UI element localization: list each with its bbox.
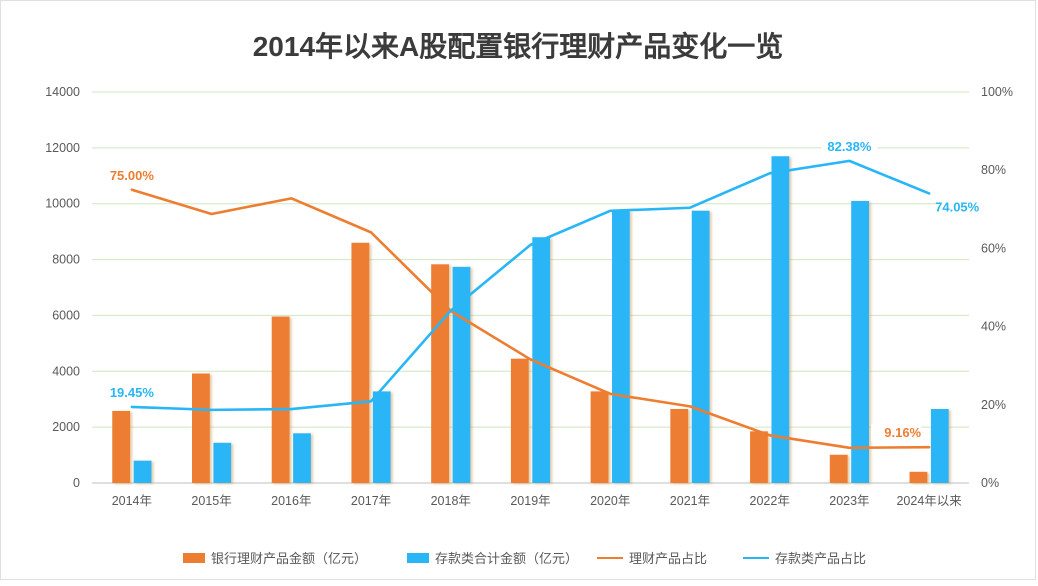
svg-text:2000: 2000 [52, 420, 80, 434]
svg-text:2014年: 2014年 [112, 494, 152, 508]
svg-text:20%: 20% [981, 398, 1006, 412]
svg-text:2024年以来: 2024年以来 [896, 494, 962, 508]
svg-text:2017年: 2017年 [351, 494, 391, 508]
svg-text:2016年: 2016年 [271, 494, 311, 508]
svg-text:100%: 100% [981, 85, 1013, 99]
svg-text:2018年: 2018年 [431, 494, 471, 508]
svg-text:0: 0 [73, 476, 80, 490]
svg-text:10000: 10000 [45, 197, 80, 211]
svg-text:2015年: 2015年 [191, 494, 231, 508]
svg-text:12000: 12000 [45, 141, 80, 155]
svg-text:19.45%: 19.45% [110, 385, 155, 400]
svg-text:75.00%: 75.00% [110, 168, 155, 183]
svg-text:4000: 4000 [52, 364, 80, 378]
svg-text:2022年: 2022年 [750, 494, 790, 508]
svg-text:9.16%: 9.16% [884, 425, 921, 440]
svg-text:14000: 14000 [45, 85, 80, 99]
svg-text:2019年: 2019年 [510, 494, 550, 508]
svg-text:2020年: 2020年 [590, 494, 630, 508]
svg-text:60%: 60% [981, 241, 1006, 255]
svg-text:2021年: 2021年 [670, 494, 710, 508]
svg-text:82.38%: 82.38% [827, 139, 872, 154]
svg-text:40%: 40% [981, 320, 1006, 334]
svg-text:6000: 6000 [52, 308, 80, 322]
svg-text:80%: 80% [981, 163, 1006, 177]
svg-text:0%: 0% [981, 476, 999, 490]
svg-text:74.05%: 74.05% [935, 199, 980, 214]
svg-text:8000: 8000 [52, 253, 80, 267]
svg-text:2023年: 2023年 [829, 494, 869, 508]
